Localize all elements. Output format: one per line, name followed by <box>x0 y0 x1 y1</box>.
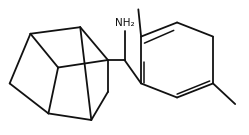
Text: NH₂: NH₂ <box>115 18 134 28</box>
